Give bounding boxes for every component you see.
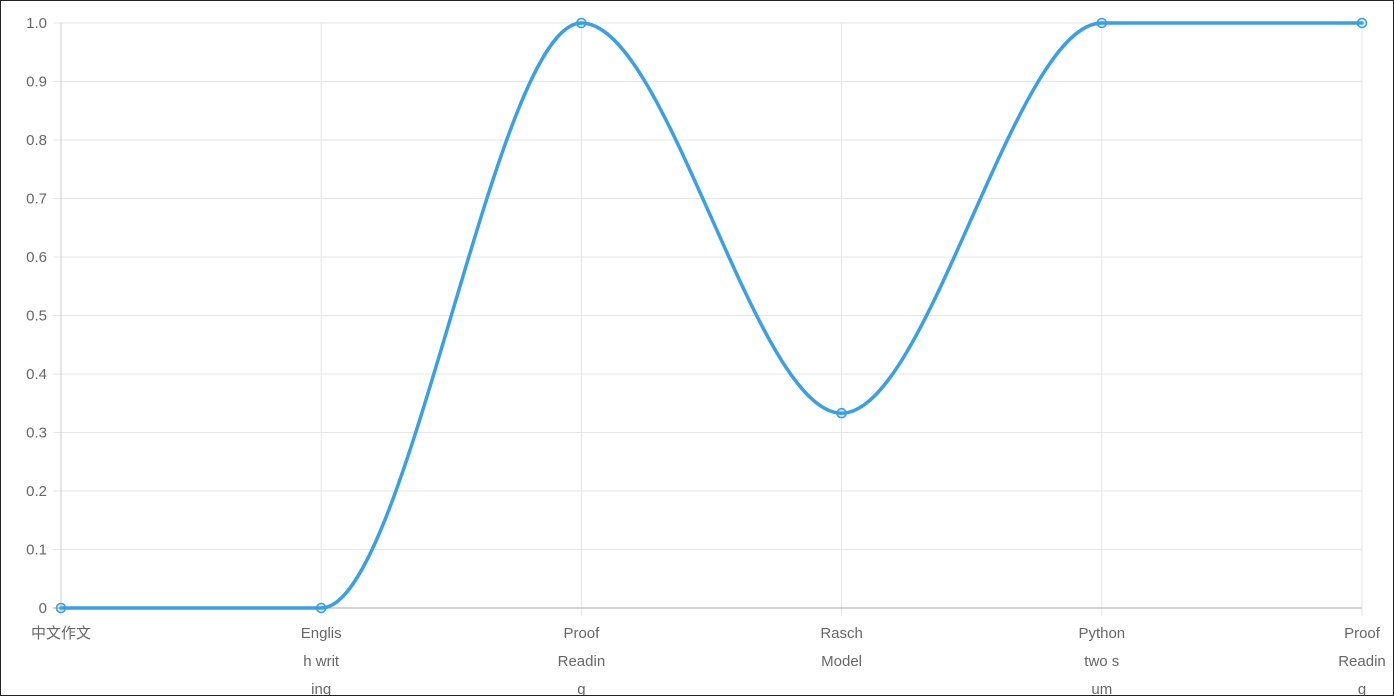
y-axis-ticks: 1.0 0.9 0.8 0.7 0.6 0.5 0.4 0.3 0.2 0.1 0	[26, 15, 47, 617]
x-tick-label: Proof Readin g	[1338, 625, 1386, 695]
y-tick-label: 0.6	[26, 249, 47, 266]
y-tick-label: 0.8	[26, 132, 47, 149]
data-point[interactable]	[1096, 17, 1108, 29]
series	[55, 17, 1368, 614]
y-tick-label: 0.5	[26, 308, 47, 325]
grid-lines	[53, 22, 1363, 616]
series-line	[59, 21, 1364, 610]
x-tick-label: 中文作文	[31, 625, 91, 642]
y-tick-label: 0	[39, 600, 47, 617]
y-tick-label: 0.2	[26, 483, 47, 500]
y-tick-label: 0.4	[26, 366, 47, 383]
data-point[interactable]	[576, 17, 587, 29]
data-point[interactable]	[315, 602, 327, 614]
y-tick-label: 0.3	[26, 425, 47, 442]
data-point[interactable]	[55, 602, 67, 614]
data-point[interactable]	[836, 407, 847, 419]
y-tick-label: 0.7	[26, 191, 47, 208]
y-tick-label: 0.9	[26, 74, 47, 91]
x-axis-ticks: 中文作文 Englis h writ ing Proof Readin g Rasch Mode…	[31, 625, 1386, 695]
data-point[interactable]	[1356, 17, 1368, 29]
y-tick-label: 1.0	[26, 15, 47, 32]
y-tick-label: 0.1	[26, 542, 47, 559]
x-tick-label: Python two s um	[1078, 625, 1125, 695]
x-tick-label: Rasch Model	[820, 625, 863, 670]
x-tick-label: Proof Readin g	[558, 625, 606, 695]
x-tick-label: Englis h writ ing	[301, 625, 342, 695]
